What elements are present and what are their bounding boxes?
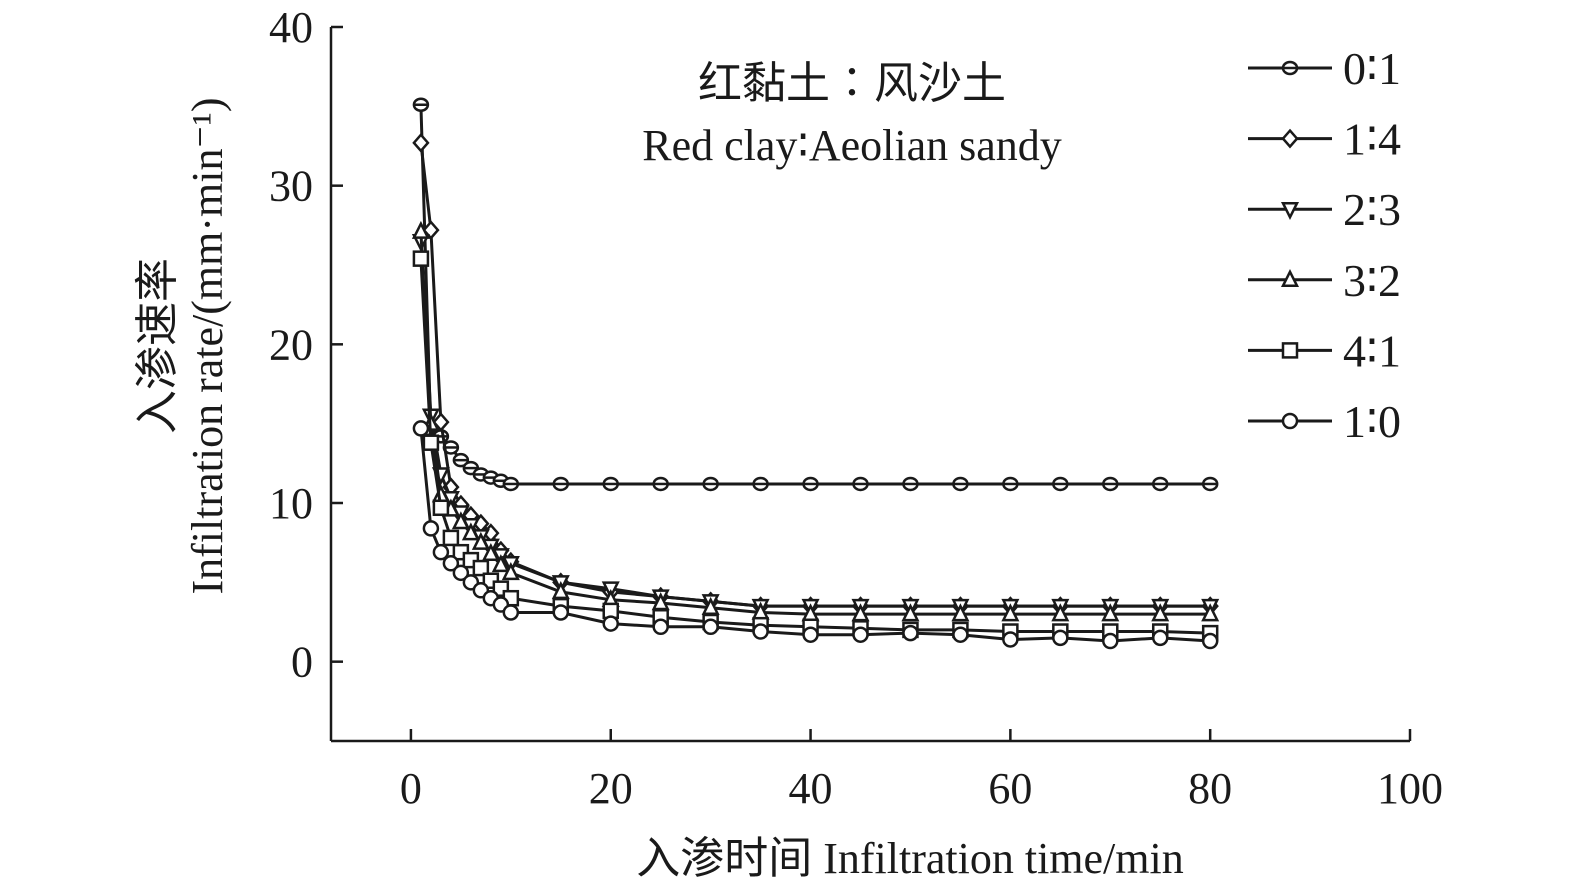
series-4-marker	[851, 603, 870, 622]
series-5-marker	[442, 529, 460, 547]
series-5-marker	[432, 499, 450, 517]
series-6-marker	[432, 543, 450, 561]
x-tick-label: 0	[400, 764, 422, 813]
series-4-marker	[461, 522, 480, 541]
series-4-marker	[481, 542, 500, 562]
series-4-marker	[471, 531, 490, 550]
x-tick-label: 60	[988, 764, 1032, 813]
series-4-marker	[951, 603, 970, 622]
legend: 0∶1 1∶4 2∶3 3∶2 4∶1 1∶0	[1248, 43, 1401, 447]
series-6-marker	[502, 604, 520, 621]
legend-item-1: 0∶1	[1248, 43, 1401, 94]
series-4-line	[419, 231, 1211, 616]
series-4-marker	[901, 603, 920, 622]
series-3	[411, 233, 1220, 617]
series-6-marker	[802, 626, 819, 643]
series-6-marker	[442, 555, 460, 572]
series-4-marker	[411, 220, 430, 239]
legend-item-3-marker	[1280, 201, 1300, 220]
series-6-marker	[702, 618, 719, 636]
x-tick-label: 20	[589, 764, 633, 813]
legend-item-5: 4∶1	[1248, 325, 1401, 376]
x-tick-label: 40	[789, 764, 833, 813]
legend-label: 4∶1	[1343, 325, 1401, 376]
series-5-marker	[412, 250, 430, 267]
legend-label: 2∶3	[1343, 184, 1401, 235]
series-1	[412, 97, 1219, 492]
legend-item-2: 1∶4	[1248, 114, 1401, 165]
series-6-marker	[1052, 629, 1069, 647]
series-4	[411, 220, 1220, 622]
series-2-line	[419, 142, 1211, 608]
series-4-marker	[551, 581, 570, 600]
annotation-line-2: Red clay∶Aeolian sandy	[642, 121, 1062, 170]
series-4-marker	[701, 596, 720, 615]
series-6-marker	[602, 615, 619, 632]
x-axis-label: 入渗时间 Infiltration time/min	[636, 834, 1184, 883]
series-6-marker	[952, 626, 969, 643]
series-6-marker	[902, 624, 919, 642]
series-6-marker	[422, 520, 440, 537]
legend-item-4-marker	[1280, 269, 1300, 288]
series-6	[412, 420, 1219, 650]
series-5-marker	[422, 434, 440, 451]
series-6-marker	[412, 420, 430, 437]
series-3-line	[419, 241, 1211, 608]
y-tick-label: 20	[269, 320, 313, 369]
series-6-marker	[1002, 631, 1019, 648]
legend-item-6: 1∶0	[1248, 396, 1401, 447]
y-tick-label: 10	[269, 479, 313, 528]
x-tick-label: 100	[1377, 764, 1443, 813]
series-4-marker	[1151, 603, 1170, 622]
y-axis-label-cn: 入渗速率	[133, 258, 182, 434]
legend-item-4: 3∶2	[1248, 255, 1401, 306]
y-tick-label: 40	[269, 3, 313, 52]
legend-item-5-marker	[1281, 342, 1299, 359]
series-6-marker	[1151, 629, 1169, 647]
legend-label: 3∶2	[1343, 255, 1401, 306]
series-6-marker	[1102, 632, 1119, 650]
series-layer	[411, 97, 1220, 650]
series-4-marker	[491, 554, 510, 573]
series-5-marker	[472, 559, 490, 577]
legend-label: 0∶1	[1343, 43, 1401, 94]
series-4-marker	[1001, 603, 1020, 622]
series-4-marker	[501, 562, 520, 581]
legend-item-3: 2∶3	[1248, 184, 1401, 235]
annotation-line-1: 红黏土∶风沙土	[698, 59, 1006, 108]
y-axis-label-en: Infiltration rate/(mm·min⁻¹)	[183, 97, 232, 594]
series-2	[412, 132, 1219, 617]
series-4-marker	[651, 592, 670, 611]
series-5-line	[419, 258, 1211, 635]
legend-item-2-marker	[1281, 128, 1299, 149]
legend-label: 1∶0	[1343, 396, 1401, 447]
y-tick-label: 0	[291, 638, 313, 687]
series-6-marker	[852, 626, 869, 643]
ticks: 0 20 40 60 80 100 0 10 20 30 40	[269, 3, 1443, 813]
x-tick-label: 80	[1188, 764, 1232, 813]
series-2-marker	[412, 132, 430, 153]
legend-label: 1∶4	[1343, 114, 1401, 165]
series-4-marker	[1101, 603, 1120, 622]
series-6-marker	[1201, 632, 1219, 650]
series-6-marker	[752, 623, 769, 640]
y-tick-label: 30	[269, 162, 313, 211]
series-4-marker	[1051, 603, 1070, 622]
series-6-marker	[452, 564, 470, 582]
series-6-marker	[552, 604, 570, 621]
legend-item-6-marker	[1281, 412, 1299, 430]
series-4-marker	[1201, 603, 1220, 622]
series-4-marker	[451, 511, 470, 530]
series-6-marker	[652, 618, 669, 636]
axes	[329, 27, 1410, 743]
